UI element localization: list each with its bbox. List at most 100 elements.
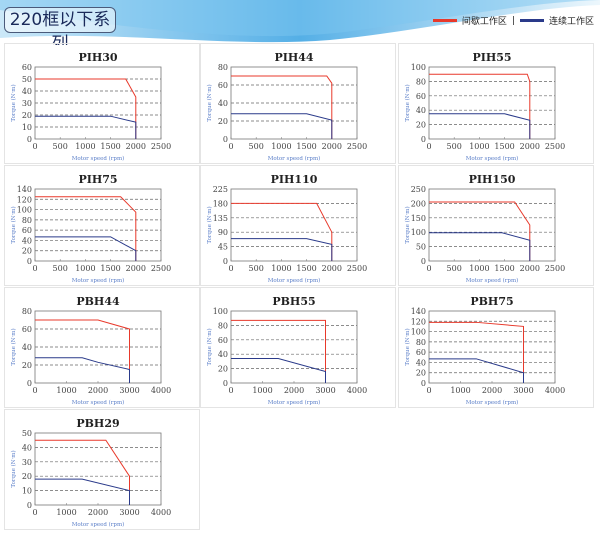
chart-pbh29: PBH29 0 10 20 30 40 50 0 1000 2000 3000 4000 Motor s… (4, 409, 200, 530)
x-tick-label: 2500 (545, 142, 565, 151)
x-tick-label: 500 (447, 142, 462, 151)
y-tick-label: 20 (416, 121, 426, 130)
continuous-duty-line (231, 358, 326, 383)
x-tick-label: 0 (426, 142, 431, 151)
x-tick-label: 1000 (56, 386, 76, 395)
y-tick-label: 20 (22, 472, 32, 481)
chart-pbh44: PBH44 0 20 40 60 80 0 1000 2000 3000 4000 Motor spe… (4, 287, 200, 408)
y-tick-label: 20 (22, 111, 32, 120)
y-tick-label: 225 (213, 185, 228, 194)
x-tick-label: 0 (426, 264, 431, 273)
chart-title: PIH30 (78, 51, 117, 64)
x-tick-label: 2000 (126, 142, 146, 151)
y-tick-label: 100 (411, 228, 426, 237)
y-tick-label: 0 (223, 135, 228, 144)
continuous-duty-line (429, 358, 524, 383)
intermittent-duty-line (35, 319, 130, 383)
y-tick-label: 20 (218, 365, 228, 374)
x-tick-label: 1500 (494, 142, 514, 151)
plot-frame (428, 188, 556, 262)
legend-label-continuous: 连续工作区 (548, 17, 594, 27)
chart-title: PIH44 (274, 51, 313, 64)
chart-pbh75: PBH75 0 20 40 60 80 100 120 140 0 1000 2000 3000 4000… (398, 287, 594, 408)
y-tick-label: 180 (213, 199, 228, 208)
y-axis-label: Torque (N·m) (10, 206, 17, 243)
y-tick-label: 20 (22, 247, 32, 256)
y-tick-label: 80 (416, 338, 426, 347)
y-tick-label: 40 (22, 343, 32, 352)
x-tick-label: 500 (53, 142, 68, 151)
x-axis-label: Motor speed (rpm) (72, 399, 125, 406)
intermittent-duty-line (35, 439, 130, 505)
x-tick-label: 0 (426, 386, 431, 395)
y-tick-label: 135 (213, 214, 228, 223)
y-axis-label: Torque (N·m) (206, 206, 213, 243)
x-axis-label: Motor speed (rpm) (268, 399, 321, 406)
chart-svg: PBH29 0 10 20 30 40 50 0 1000 2000 3000 4000 Motor s… (10, 417, 171, 528)
continuous-duty-line (35, 236, 137, 261)
intermittent-duty-line (231, 319, 326, 383)
chart-title: PIH110 (271, 173, 318, 186)
x-tick-label: 2000 (520, 264, 540, 273)
continuous-duty-line (231, 238, 333, 261)
chart-pih55: PIH55 0 20 40 60 80 100 0 500 1000 1500 2000 2500 Mot… (398, 43, 594, 164)
x-tick-label: 500 (447, 264, 462, 273)
y-tick-label: 40 (22, 87, 32, 96)
chart-title: PBH29 (76, 417, 119, 430)
y-tick-label: 120 (411, 317, 426, 326)
y-tick-label: 250 (411, 185, 426, 194)
x-tick-label: 2500 (545, 264, 565, 273)
x-tick-label: 1000 (252, 386, 272, 395)
y-axis-label: Torque (N·m) (206, 328, 213, 365)
x-tick-label: 2000 (126, 264, 146, 273)
chart-pih75: PIH75 0 20 40 60 80 100 120 140 0 500 1000 1500 2000 2… (4, 165, 200, 286)
y-tick-label: 40 (218, 350, 228, 359)
x-axis-label: Motor speed (rpm) (466, 399, 519, 406)
y-tick-label: 0 (421, 379, 426, 388)
chart-svg: PBH44 0 20 40 60 80 0 1000 2000 3000 4000 Motor spe… (10, 295, 171, 406)
y-tick-label: 80 (218, 63, 228, 72)
y-tick-label: 0 (27, 135, 32, 144)
y-tick-label: 150 (411, 214, 426, 223)
intermittent-duty-line (429, 321, 524, 383)
x-tick-label: 0 (32, 386, 37, 395)
y-tick-label: 60 (22, 226, 32, 235)
y-tick-label: 80 (416, 77, 426, 86)
y-tick-label: 40 (22, 236, 32, 245)
legend-label-intermittent: 间歇工作区 (461, 17, 507, 27)
chart-title: PBH75 (470, 295, 513, 308)
x-tick-label: 0 (32, 264, 37, 273)
plot-frame (34, 66, 162, 140)
y-tick-label: 40 (22, 443, 32, 452)
x-tick-label: 0 (228, 264, 233, 273)
y-tick-label: 20 (416, 369, 426, 378)
x-tick-label: 2000 (284, 386, 304, 395)
plot-frame (34, 310, 162, 384)
x-tick-label: 1000 (75, 264, 95, 273)
x-tick-label: 2000 (88, 508, 108, 517)
intermittent-duty-line (35, 196, 137, 261)
plot-frame (34, 188, 162, 262)
y-tick-label: 60 (22, 63, 32, 72)
x-tick-label: 2000 (88, 386, 108, 395)
chart-title: PIH150 (469, 173, 516, 186)
y-tick-label: 0 (421, 135, 426, 144)
y-tick-label: 40 (218, 99, 228, 108)
plot-frame (230, 66, 358, 140)
continuous-duty-line (35, 478, 130, 505)
y-tick-label: 100 (213, 307, 228, 316)
continuous-duty-line (231, 113, 333, 139)
x-axis-label: Motor speed (rpm) (268, 277, 321, 284)
x-tick-label: 2000 (322, 264, 342, 273)
y-axis-label: Torque (N·m) (10, 84, 17, 121)
x-tick-label: 4000 (545, 386, 565, 395)
plot-frame (428, 310, 556, 384)
x-tick-label: 1000 (56, 508, 76, 517)
y-axis-label: Torque (N·m) (10, 328, 17, 365)
chart-svg: PIH30 0 10 20 30 40 50 60 0 500 1000 1500 2000 2500 Mo… (10, 51, 171, 162)
y-tick-label: 40 (416, 358, 426, 367)
x-tick-label: 500 (249, 142, 264, 151)
y-tick-label: 140 (411, 307, 426, 316)
